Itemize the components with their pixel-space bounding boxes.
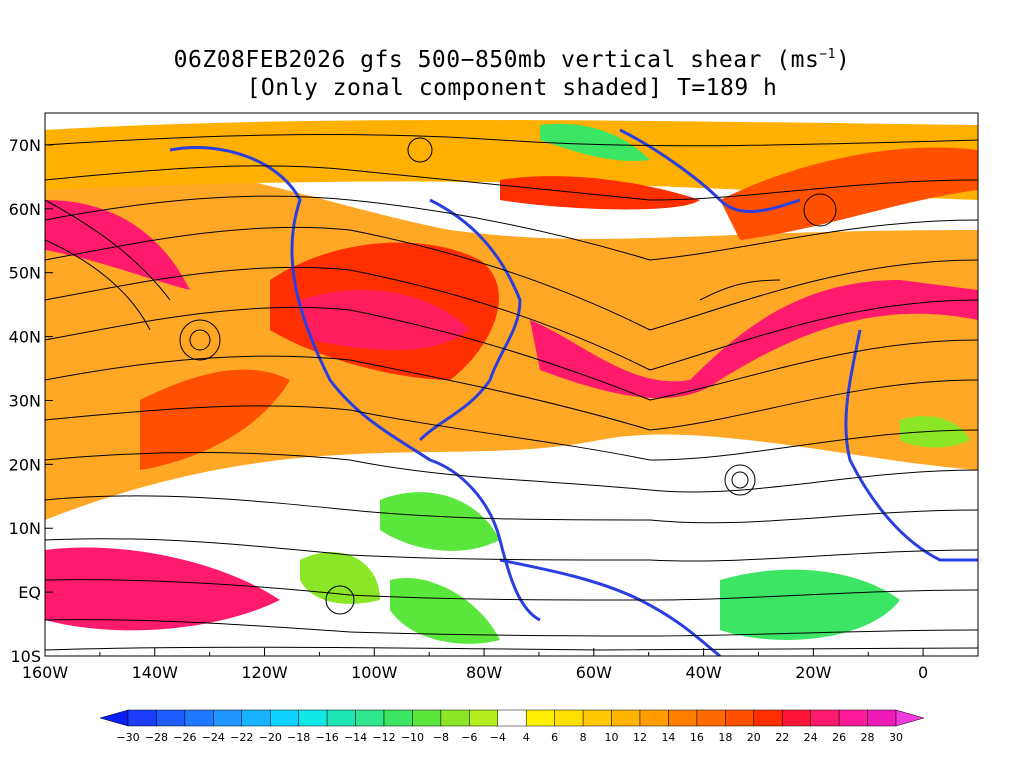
colorbar-swatch (469, 709, 499, 727)
lon-tick-label: 40W (685, 663, 721, 682)
lon-tick-label: 160W (22, 663, 69, 682)
longitude-axis: 160W 140W 120W 100W 80W 60W 40W 20W 0 (22, 648, 979, 682)
colorbar-swatch (781, 709, 811, 727)
lat-tick-label: 10S (10, 647, 41, 666)
colorbar-label: 26 (832, 731, 846, 744)
colorbar-swatch (298, 709, 328, 727)
colorbar-label: 6 (551, 731, 558, 744)
colorbar-swatch (668, 709, 698, 727)
colorbar-swatch (241, 709, 271, 727)
colorbar-swatch (355, 709, 385, 727)
streamlines (45, 134, 978, 651)
colorbar-swatch (867, 709, 897, 727)
map-title-line2: [Only zonal component shaded] T=189 h (246, 75, 778, 101)
colorbar-label: −22 (230, 731, 253, 744)
greenland-coast (619, 128, 801, 214)
colorbar-label: −26 (173, 731, 196, 744)
title-main-text: 06Z08FEB2026 gfs 500−850mb vertical shea… (173, 47, 820, 73)
africa-coast (844, 329, 978, 562)
colorbar-swatch (582, 709, 612, 727)
colorbar-label: −10 (401, 731, 424, 744)
colorbar-swatch (412, 709, 442, 727)
colorbar-swatch (810, 709, 840, 727)
colorbar-label: 24 (804, 731, 818, 744)
colorbar-swatch (184, 709, 214, 727)
colorbar-label: 16 (690, 731, 704, 744)
colorbar-label: 28 (861, 731, 875, 744)
colorbar-swatch (525, 709, 555, 727)
lon-tick-label: 120W (241, 663, 288, 682)
lat-tick-label: 20N (9, 455, 41, 474)
colorbar-label: 22 (775, 731, 789, 744)
lat-tick-label: 70N (9, 136, 41, 155)
colorbar-label: 14 (661, 731, 675, 744)
colorbar-swatch (895, 709, 925, 727)
title-unit-exponent: −1 (819, 47, 836, 62)
colorbar-label: 4 (523, 731, 530, 744)
lon-tick-label: 100W (351, 663, 398, 682)
colorbar-swatch (725, 709, 755, 727)
colorbar-swatch (269, 709, 299, 727)
north-america-west-coast (169, 145, 541, 622)
colorbar-label: 8 (580, 731, 587, 744)
colorbar-swatch (497, 709, 527, 727)
colorbar-swatch (99, 709, 129, 727)
lat-tick-label: EQ (18, 583, 41, 602)
colorbar-label: 30 (889, 731, 903, 744)
south-america-coast (499, 558, 721, 656)
map-frame (44, 112, 979, 657)
colorbar-label: −24 (202, 731, 225, 744)
colorbar-label: −4 (490, 731, 506, 744)
shear-field (45, 113, 978, 656)
lat-tick-label: 40N (9, 328, 41, 347)
colorbar: −30 −28 −26 −24 −22 −20 −18 −16 −14 −12 −10 −8 −6 −4 4… (99, 709, 925, 744)
lat-tick-label: 50N (9, 264, 41, 283)
colorbar-swatch (838, 709, 868, 727)
colorbar-label: 10 (605, 731, 619, 744)
colorbar-swatch (440, 709, 470, 727)
colorbar-label: 18 (718, 731, 732, 744)
colorbar-swatch (554, 709, 584, 727)
lat-tick-label: 60N (9, 200, 41, 219)
colorbar-swatch (213, 709, 243, 727)
colorbar-label: −6 (461, 731, 477, 744)
colorbar-swatch (326, 709, 356, 727)
colorbar-label: 20 (747, 731, 761, 744)
colorbar-label: −16 (316, 731, 339, 744)
lon-tick-label: 60W (576, 663, 612, 682)
lat-tick-label: 10N (9, 519, 41, 538)
lon-tick-label: 140W (132, 663, 179, 682)
colorbar-swatch (753, 709, 783, 727)
lon-tick-label: 0 (918, 663, 928, 682)
colorbar-label: −18 (287, 731, 310, 744)
colorbar-swatch (156, 709, 186, 727)
colorbar-label: −20 (259, 731, 282, 744)
colorbar-label: −12 (372, 731, 395, 744)
colorbar-label: −14 (344, 731, 367, 744)
map-title-line1: 06Z08FEB2026 gfs 500−850mb vertical shea… (0, 47, 1024, 73)
latitude-axis: 70N 60N 50N 40N 30N 20N 10N EQ 10S (9, 136, 53, 666)
lat-tick-label: 30N (9, 391, 41, 410)
lon-tick-label: 80W (466, 663, 502, 682)
coastlines (169, 128, 978, 656)
colorbar-swatch (696, 709, 726, 727)
colorbar-swatch (611, 709, 641, 727)
colorbar-swatch (383, 709, 413, 727)
lon-tick-label: 20W (795, 663, 831, 682)
colorbar-label: −30 (116, 731, 139, 744)
colorbar-swatch (639, 709, 669, 727)
colorbar-label: −28 (145, 731, 168, 744)
colorbar-label: −8 (433, 731, 449, 744)
title-end-paren: ) (835, 47, 851, 73)
colorbar-label: 12 (633, 731, 647, 744)
north-america-east-coast (418, 198, 522, 442)
colorbar-swatch (127, 709, 157, 727)
